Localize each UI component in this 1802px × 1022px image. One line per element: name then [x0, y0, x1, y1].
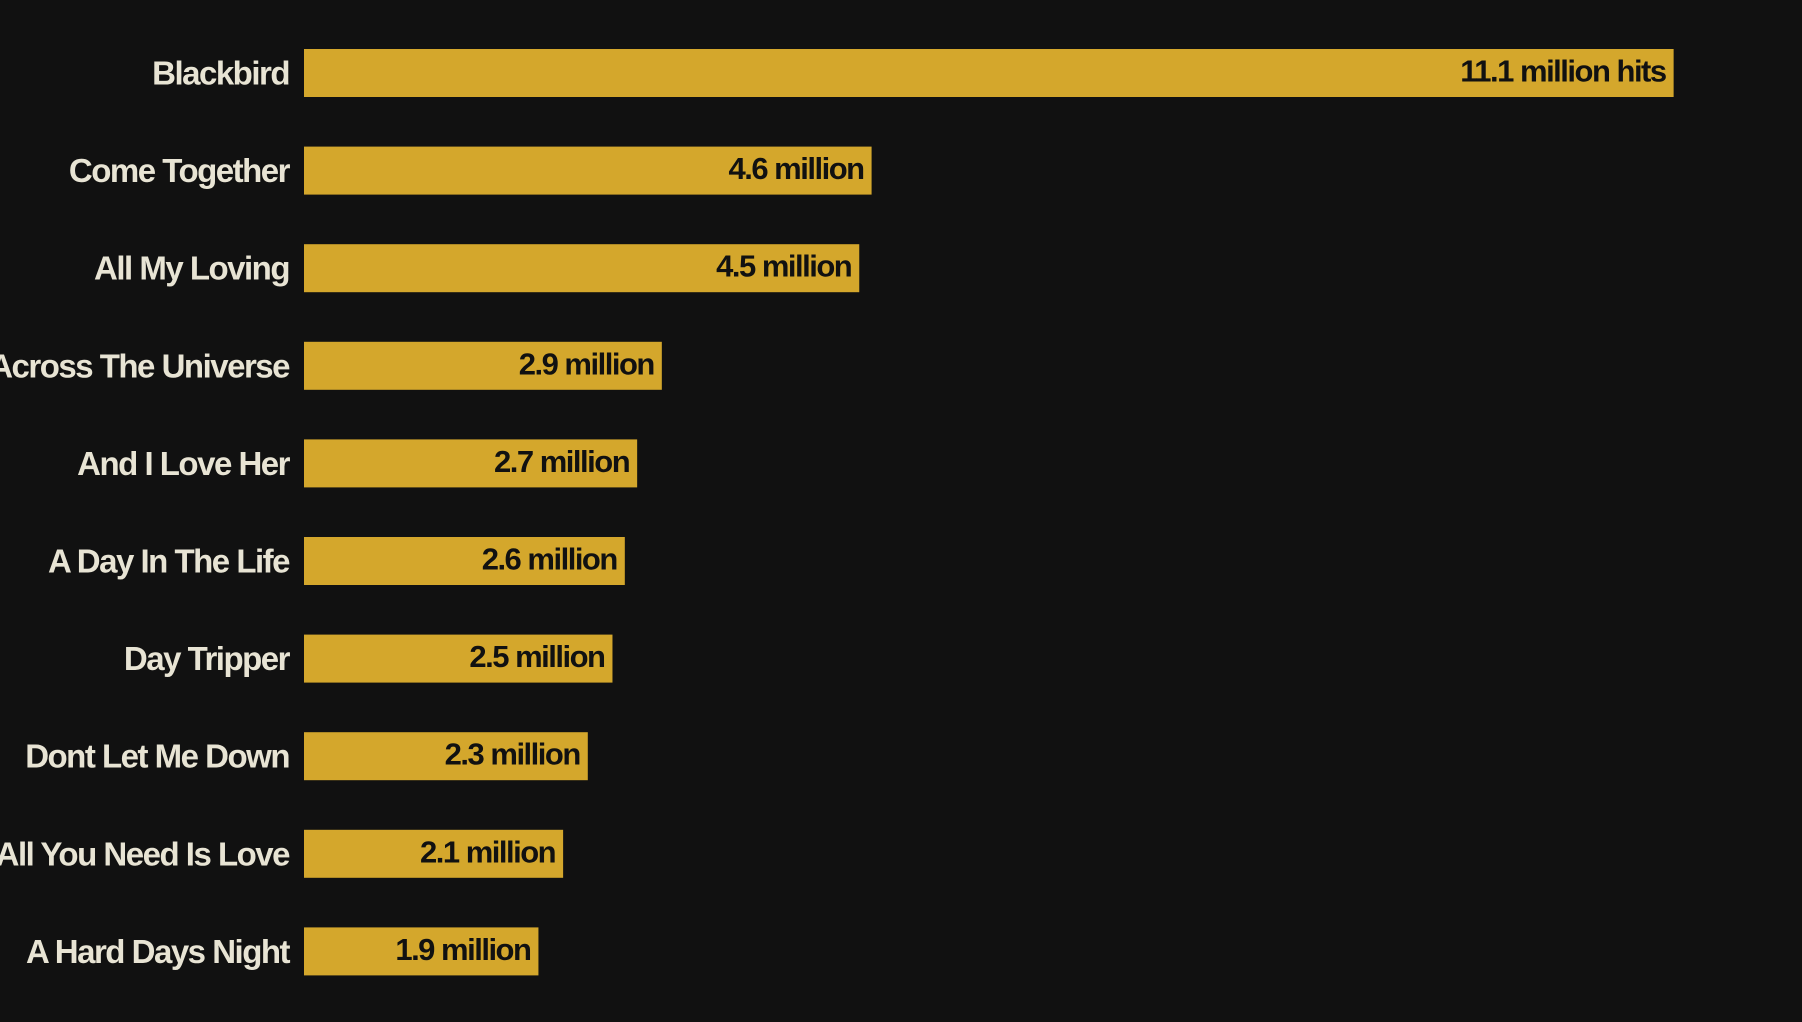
category-labels: Blackbird Come Together All My Loving Acros… [0, 55, 292, 970]
bar-dont-let-me-down [304, 732, 588, 781]
value-label-across-the-universe: 2.9 million [519, 346, 655, 381]
bar-all-my-loving [304, 244, 860, 293]
category-label-blackbird: Blackbird [152, 55, 289, 92]
value-labels: 11.1 million hits 4.6 million 4.5 million 2… [395, 54, 1667, 967]
bar-blackbird [304, 49, 1674, 97]
value-label-a-hard-days-night: 1.9 million [395, 932, 531, 967]
value-label-blackbird: 11.1 million hits [1460, 54, 1666, 89]
category-label-all-my-loving: All My Loving [94, 250, 289, 287]
value-label-day-tripper: 2.5 million [469, 639, 605, 674]
category-label-dont-let-me-down: Dont Let Me Down [25, 738, 289, 775]
value-label-and-i-love-her: 2.7 million [494, 444, 630, 479]
category-label-all-you-need-is-love: All You Need Is Love [0, 835, 290, 872]
bar-day-tripper [304, 634, 613, 683]
category-label-come-together: Come Together [69, 152, 291, 189]
value-label-a-day-in-the-life: 2.6 million [482, 542, 618, 577]
category-label-across-the-universe: Across The Universe [0, 347, 290, 384]
value-label-come-together: 4.6 million [728, 151, 864, 186]
bars-layer [304, 49, 1674, 976]
bar-and-i-love-her [304, 439, 638, 488]
bar-a-day-in-the-life [304, 537, 625, 585]
bar-a-hard-days-night [304, 927, 539, 976]
bar-across-the-universe [304, 341, 662, 390]
value-label-dont-let-me-down: 2.3 million [445, 737, 581, 772]
bar-come-together [304, 146, 872, 195]
value-label-all-you-need-is-love: 2.1 million [420, 834, 556, 869]
value-label-all-my-loving: 4.5 million [716, 249, 852, 284]
category-label-day-tripper: Day Tripper [124, 640, 291, 677]
category-label-and-i-love-her: And I Love Her [77, 445, 291, 482]
category-label-a-day-in-the-life: A Day In The Life [48, 543, 290, 580]
bar-all-you-need-is-love [304, 829, 564, 878]
category-label-a-hard-days-night: A Hard Days Night [26, 933, 291, 970]
